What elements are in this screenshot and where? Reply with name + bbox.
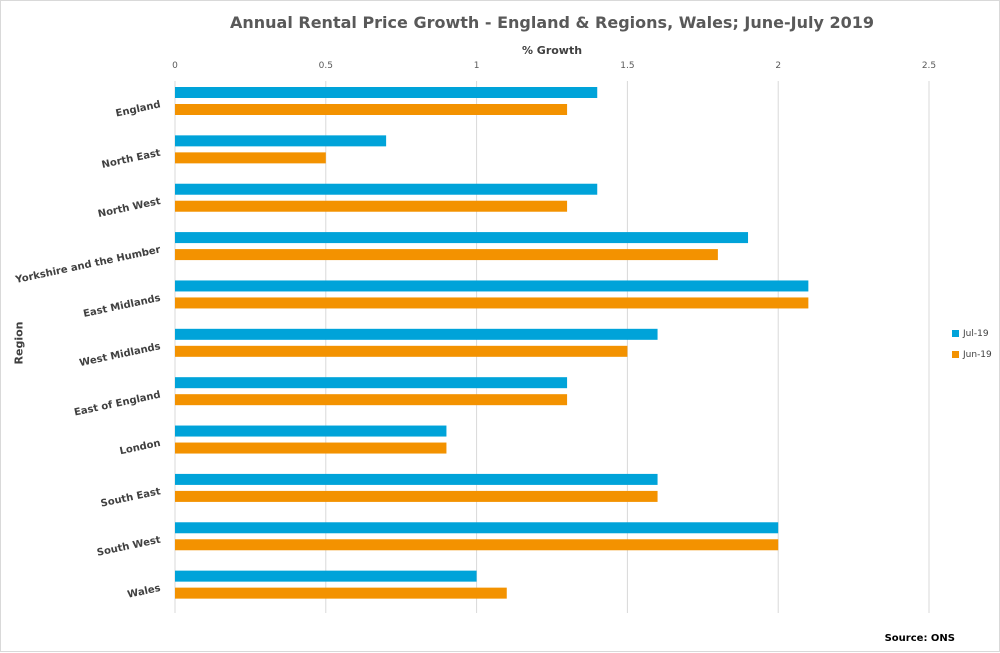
bar (175, 135, 387, 147)
bar (175, 490, 658, 502)
x-tick-label: 2.5 (922, 61, 936, 71)
bar (175, 152, 326, 164)
bar (175, 377, 568, 389)
bar (175, 570, 477, 582)
category-label: East Midlands (82, 293, 161, 320)
x-tick-label: 2 (775, 61, 781, 71)
x-tick-label: 0.5 (319, 61, 333, 71)
legend-label: Jun-19 (963, 349, 992, 360)
bar (175, 297, 809, 309)
bar (175, 473, 658, 485)
bar (175, 394, 568, 406)
category-label: South West (96, 535, 162, 559)
bar (175, 442, 447, 454)
bar (175, 345, 628, 357)
legend-item: Jun-19 (952, 344, 992, 365)
category-label: North East (101, 148, 162, 171)
bar (175, 232, 749, 244)
bar (175, 587, 507, 599)
category-label: London (119, 438, 162, 457)
x-tick-label: 1.5 (620, 61, 634, 71)
chart-legend: Jul-19 Jun-19 (952, 323, 992, 365)
category-label: North West (97, 196, 162, 220)
x-tick-label: 0 (172, 61, 178, 71)
bar (175, 539, 779, 551)
legend-swatch (952, 330, 959, 337)
legend-item: Jul-19 (952, 323, 992, 344)
bar (175, 328, 658, 340)
bar (175, 280, 809, 292)
category-label: England (115, 99, 162, 119)
category-label: West Midlands (79, 341, 162, 369)
bar (175, 104, 568, 115)
legend-swatch (952, 351, 959, 358)
source-note: Source: ONS (884, 633, 955, 644)
x-axis-title: % Growth (521, 44, 583, 57)
bar (175, 249, 718, 261)
bar (175, 183, 598, 195)
x-tick-label: 1 (474, 61, 480, 71)
category-label: Wales (126, 583, 161, 601)
bar (175, 522, 779, 534)
category-label: Yorkshire and the Humber (14, 244, 162, 286)
bar (175, 200, 568, 212)
chart-title: Annual Rental Price Growth - England & R… (229, 13, 875, 32)
bar (175, 87, 598, 98)
category-label: South East (100, 486, 162, 509)
category-label: East of England (73, 390, 161, 419)
bar (175, 425, 447, 437)
legend-label: Jul-19 (963, 328, 989, 339)
